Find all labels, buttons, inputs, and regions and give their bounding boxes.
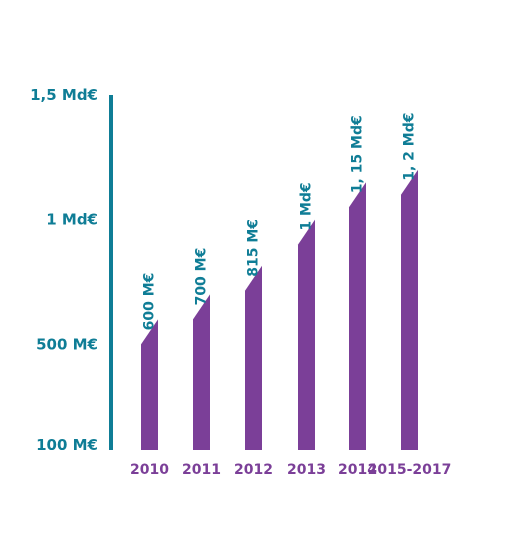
x-tick-label: 2010	[130, 462, 169, 478]
data-label: 1 Md€	[299, 182, 315, 230]
bars	[141, 169, 418, 451]
x-tick-label: 2012	[234, 462, 273, 478]
x-tick-label: 2013	[287, 462, 326, 478]
bar	[349, 182, 366, 450]
x-tick-label: 2015-2017	[368, 462, 452, 478]
bar	[141, 319, 158, 450]
data-label: 1, 15 Md€	[350, 115, 366, 193]
x-tick-label: 2011	[182, 462, 221, 478]
data-label: 815 M€	[246, 219, 262, 277]
y-tick-label: 100 M€	[36, 436, 98, 454]
data-label: 1, 2 Md€	[402, 113, 418, 181]
y-tick-label: 1,5 Md€	[30, 86, 98, 104]
x-tick-label: 2014	[338, 462, 377, 478]
data-label: 700 M€	[194, 248, 210, 306]
bar	[245, 265, 262, 450]
data-label: 600 M€	[142, 273, 158, 331]
y-tick-label: 500 M€	[36, 335, 98, 353]
bar	[401, 169, 418, 451]
bar	[193, 294, 210, 450]
y-axis-ticks: 100 M€ 500 M€ 1 Md€ 1,5 Md€	[30, 86, 98, 454]
y-tick-label: 1 Md€	[46, 211, 98, 229]
data-labels: 600 M€ 700 M€ 815 M€ 1 Md€ 1, 15 Md€ 1, 2 Md€	[142, 113, 418, 331]
bar	[298, 219, 315, 450]
